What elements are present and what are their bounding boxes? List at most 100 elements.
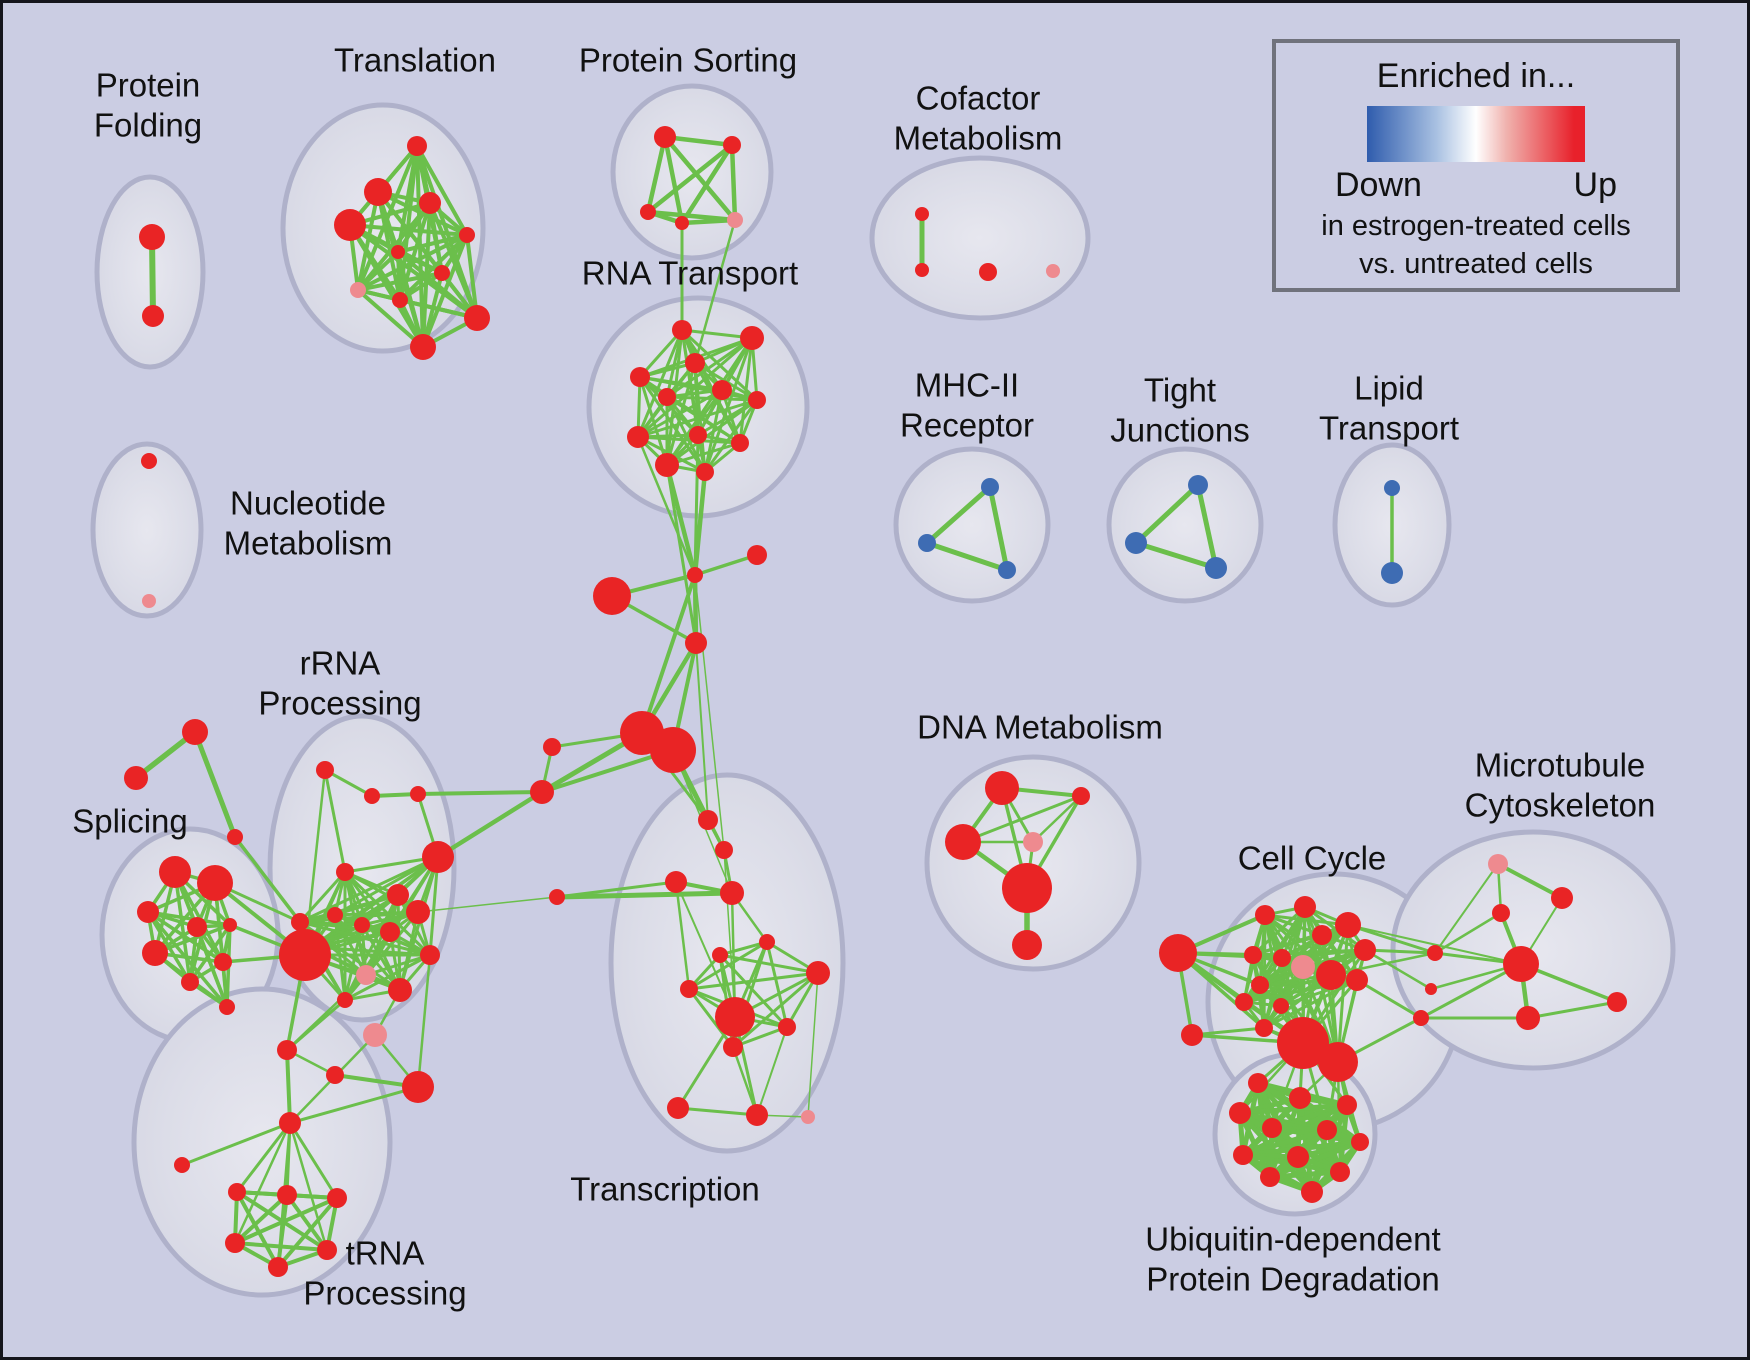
node-cc12 — [1312, 925, 1332, 945]
cluster-label-mhc-ii-receptor-line2: Receptor — [900, 407, 1034, 444]
node-ps1 — [723, 136, 741, 154]
cluster-label-ubiquitin-degradation-line1: Ubiquitin-dependent — [1145, 1221, 1440, 1258]
edge-md0-tx0 — [695, 642, 709, 821]
node-sp2 — [137, 901, 159, 923]
node-tr0 — [407, 136, 427, 156]
node-dm2 — [945, 824, 981, 860]
cluster-label-nucleotide-metabolism-line1: Nucleotide — [230, 485, 386, 522]
edge-rt1-rt5 — [665, 336, 754, 399]
node-ub8 — [1287, 1146, 1309, 1168]
node-ub3 — [1229, 1102, 1251, 1124]
cluster-ellipse-dna-metabolism — [924, 754, 1142, 972]
edge-tn1-x1 — [288, 1085, 420, 1125]
node-sp5 — [142, 940, 168, 966]
cluster-label-lipid-transport-line1: Lipid — [1354, 370, 1424, 407]
node-rt9 — [731, 434, 749, 452]
edge-j0-nr — [693, 553, 759, 577]
cluster-label-protein-folding-line2: Folding — [94, 107, 202, 144]
node-tx8 — [806, 961, 830, 985]
cluster-label-cofactor-metabolism-line1: Cofactor — [916, 80, 1041, 117]
node-tn5 — [327, 1188, 347, 1208]
node-t0 — [182, 719, 208, 745]
node-sp7 — [214, 953, 232, 971]
edge-rt10-md0 — [665, 463, 698, 645]
edge-tn1-tn3 — [235, 1121, 292, 1194]
edge-tn1-tn6 — [233, 1121, 292, 1245]
cluster-label-trna-processing-line1: tRNA — [346, 1235, 425, 1272]
node-lt0 — [1384, 480, 1400, 496]
edge-sp2-sp8 — [146, 910, 229, 1009]
node-dm0 — [985, 771, 1019, 805]
node-pf1 — [142, 305, 164, 327]
node-mh1 — [918, 534, 936, 552]
edge-j0-h1 — [640, 573, 697, 735]
cluster-label-splicing-line1: Splicing — [72, 803, 188, 840]
cluster-label-trna-processing-line2: Processing — [303, 1275, 466, 1312]
edge-tx1-tx9 — [723, 849, 736, 1018]
node-tn6 — [225, 1233, 245, 1253]
edge-rt10-j0 — [664, 462, 698, 578]
node-cf1 — [915, 263, 929, 277]
edge-dm1-dm2 — [961, 794, 1083, 844]
edge-rt7-j0 — [636, 435, 697, 577]
node-ps3 — [675, 216, 689, 230]
edge-tx8-tx11 — [731, 971, 820, 1049]
node-tj2 — [1205, 557, 1227, 579]
node-ps4 — [727, 212, 743, 228]
node-md0 — [685, 632, 707, 654]
node-cc0 — [1255, 905, 1275, 925]
edge-tx3-tx9 — [730, 891, 737, 1019]
node-dm3 — [1023, 832, 1043, 852]
edge-rr9-rr10 — [298, 910, 420, 924]
edge-tx10-tx13 — [756, 1026, 788, 1116]
node-rt4 — [712, 380, 732, 400]
edge-sp4-sp5 — [153, 923, 232, 955]
node-rr7 — [354, 917, 370, 933]
edge-rr12-tn0 — [285, 973, 368, 1052]
node-cc9 — [1255, 1019, 1273, 1037]
edge-tx4-tx2 — [555, 880, 678, 899]
edge-rr15-x1 — [416, 953, 432, 1089]
edge-j0-md0 — [692, 572, 699, 646]
edge-rr10-rr15 — [298, 920, 432, 957]
edge-ps0-ps4 — [662, 134, 738, 223]
node-nb — [593, 577, 631, 615]
edge-tr6-tr8 — [398, 271, 444, 302]
edge-sp4-sp6 — [188, 923, 232, 984]
edge-ub5-ub7 — [1240, 1127, 1330, 1158]
edge-tr8-tr9 — [398, 298, 479, 320]
edge-tn3-tn8 — [235, 1190, 280, 1269]
edge-b0-mt0 — [1434, 863, 1499, 954]
node-cc3 — [1273, 949, 1291, 967]
edge-rr0-rr3 — [323, 768, 347, 874]
nodes — [124, 126, 1627, 1277]
node-tn4 — [277, 1185, 297, 1205]
cluster-label-ubiquitin-degradation-line2: Protein Degradation — [1146, 1261, 1440, 1298]
cluster-label-rrna-processing-line1: rRNA — [300, 645, 381, 682]
node-x0 — [363, 1023, 387, 1047]
edge-tr5-tr6 — [396, 250, 444, 275]
edge-tr3-tr9 — [428, 201, 479, 320]
edge-mt4-mt5 — [1526, 1000, 1619, 1020]
cluster-label-tight-junctions-line2: Junctions — [1110, 412, 1249, 449]
node-cc2 — [1244, 946, 1262, 964]
node-tr9 — [464, 305, 490, 331]
node-mh2 — [998, 561, 1016, 579]
legend-subtitle-line2: vs. untreated cells — [1359, 248, 1593, 280]
cluster-ellipse-nucleotide-metabolism — [90, 441, 204, 619]
node-rt0 — [672, 320, 692, 340]
edge-rr6-rr13 — [333, 913, 347, 1002]
edge-tx6-tx8 — [718, 953, 820, 975]
node-tx12 — [667, 1097, 689, 1119]
node-ub7 — [1233, 1145, 1253, 1165]
node-nm0 — [141, 453, 157, 469]
node-tn0 — [277, 1040, 297, 1060]
edge-sp2-sp4 — [146, 910, 232, 927]
edge-tn1-tn7 — [288, 1121, 329, 1252]
node-b2 — [1413, 1010, 1429, 1026]
edge-mh1-mh2 — [924, 540, 1010, 573]
node-rr8 — [380, 922, 400, 942]
node-t2 — [227, 829, 243, 845]
node-rt11 — [696, 463, 714, 481]
